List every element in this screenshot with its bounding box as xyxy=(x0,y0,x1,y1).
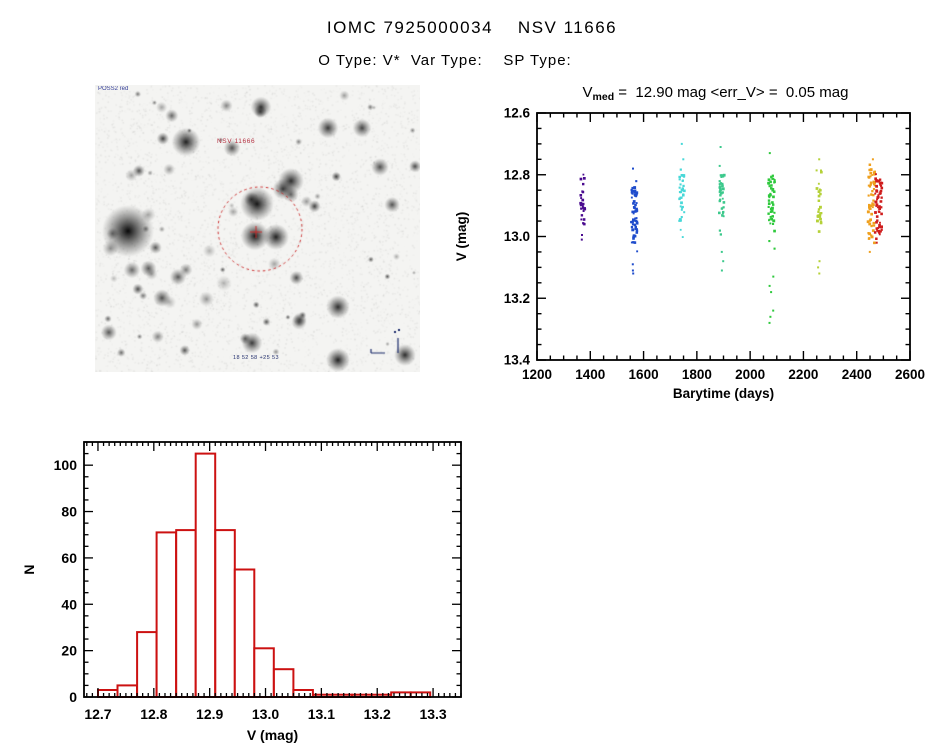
lightcurve-points xyxy=(579,142,884,324)
histogram-bar xyxy=(136,631,158,699)
x-tick-label: 13.1 xyxy=(308,706,335,722)
x-tick-label: 12.8 xyxy=(140,706,167,722)
y-tick-label: 100 xyxy=(54,457,78,473)
x-tick-label: 2400 xyxy=(842,367,872,382)
coordinates-label: 18 52 58 +25 53 xyxy=(233,355,279,361)
histogram-bar xyxy=(175,529,197,698)
x-tick-label: 13.3 xyxy=(419,706,446,722)
x-tick-label: 1800 xyxy=(682,367,712,382)
histogram-bar xyxy=(194,452,217,698)
cluster-epoch-5 xyxy=(767,152,776,324)
cluster-epoch-8 xyxy=(873,173,884,244)
target-label: NSV 11666 xyxy=(217,138,256,145)
x-tick-label: 12.9 xyxy=(196,706,223,722)
histogram-bar xyxy=(155,531,178,699)
x-axis-label: Barytime (days) xyxy=(673,386,774,401)
y-tick-label: 13.0 xyxy=(504,229,530,244)
histogram-bars xyxy=(97,452,432,699)
y-tick-label: 0 xyxy=(69,689,77,705)
histogram-bar xyxy=(272,668,295,698)
lightcurve-title: Vmed = 12.90 mag <err_V> = 0.05 mag xyxy=(583,84,849,103)
x-tick-label: 1400 xyxy=(575,367,605,382)
x-tick-label: 13.0 xyxy=(252,706,279,722)
magnitude-histogram: 12.7 12.8 12.9 13.0 13.1 13.2 13.3 0 20 40 60 80 100… xyxy=(21,441,462,743)
histogram-ticks xyxy=(84,441,462,698)
y-tick-label: 13.2 xyxy=(504,291,530,306)
x-tick-label: 1600 xyxy=(629,367,659,382)
x-tick-label: 2600 xyxy=(895,367,925,382)
y-tick-label: 13.4 xyxy=(504,353,531,368)
cluster-epoch-4 xyxy=(718,146,726,272)
x-axis-label: V (mag) xyxy=(247,727,298,743)
x-tick-label: 2000 xyxy=(735,367,765,382)
y-tick-label: 60 xyxy=(61,550,77,566)
y-tick-label: 12.6 xyxy=(504,106,531,121)
star-field-image xyxy=(95,85,420,372)
object-types-subtitle: O Type: V* Var Type: SP Type: xyxy=(318,52,572,69)
x-tick-label: 1200 xyxy=(522,367,552,382)
cluster-epoch-7 xyxy=(866,158,876,253)
histogram-bar xyxy=(214,529,236,698)
x-tick-label: 2200 xyxy=(788,367,818,382)
histogram-bar xyxy=(253,647,275,699)
lightcurve-frame xyxy=(536,112,911,361)
lightcurve-plot: 1200 1400 1600 1800 2000 2200 2400 2600 12.6 12.8… xyxy=(454,84,925,401)
survey-label: POSS2 red xyxy=(98,86,129,92)
y-tick-label: 12.8 xyxy=(504,167,531,182)
x-tick-label: 12.7 xyxy=(84,706,111,722)
finder-chart: POSS2 red NSV 11666 18 52 58 +25 53 xyxy=(95,85,420,372)
histogram-bar xyxy=(233,568,256,698)
y-tick-label: 20 xyxy=(61,643,77,659)
y-tick-label: 80 xyxy=(61,504,77,520)
x-tick-label: 13.2 xyxy=(364,706,391,722)
cluster-epoch-3 xyxy=(678,142,686,238)
cluster-epoch-6 xyxy=(815,158,823,275)
page-title: IOMC 7925000034 NSV 11666 xyxy=(326,18,618,37)
cluster-epoch-2 xyxy=(630,167,639,275)
y-axis-label: V (mag) xyxy=(454,212,469,262)
lightcurve-ticks xyxy=(536,112,911,361)
y-tick-label: 40 xyxy=(61,596,77,612)
cluster-epoch-1 xyxy=(579,173,587,241)
y-axis-label: N xyxy=(21,564,37,574)
